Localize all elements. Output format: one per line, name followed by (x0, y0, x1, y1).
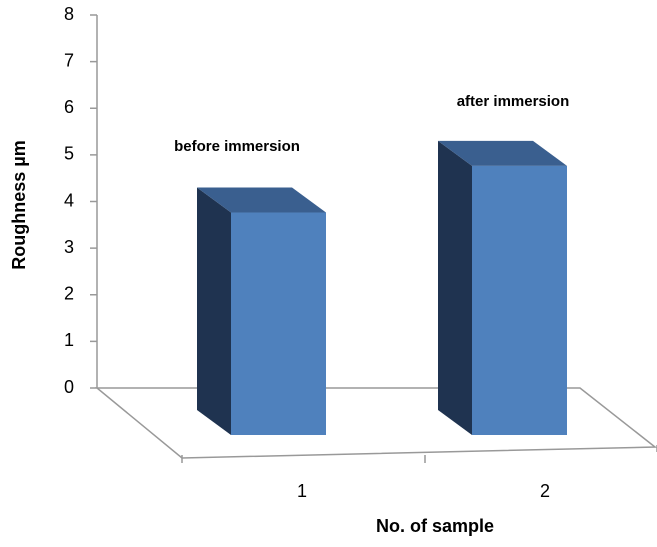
y-tick-label: 0 (64, 377, 74, 397)
floor (94, 387, 657, 459)
y-tick-label: 5 (64, 144, 74, 164)
annotation: after immersion (457, 93, 570, 110)
bar (472, 165, 567, 435)
annotation: before immersion (174, 138, 300, 155)
y-tick-label: 6 (64, 97, 74, 117)
bar-top (197, 187, 326, 213)
x-axis-title: No. of sample (376, 516, 494, 536)
y-tick-label: 4 (64, 190, 74, 210)
y-tick-label: 1 (64, 330, 74, 350)
bar-side (197, 187, 231, 435)
y-tick-label: 7 (64, 50, 74, 70)
x-tick-label: 2 (540, 481, 550, 501)
y-tick-label: 2 (64, 284, 74, 304)
bar (231, 212, 326, 435)
x-tick-label: 1 (297, 481, 307, 501)
bar-top (438, 140, 567, 166)
y-tick-label: 8 (64, 4, 74, 24)
y-tick-label: 3 (64, 237, 74, 257)
y-axis-title: Roughness µm (9, 140, 29, 269)
bar-side (438, 140, 472, 435)
